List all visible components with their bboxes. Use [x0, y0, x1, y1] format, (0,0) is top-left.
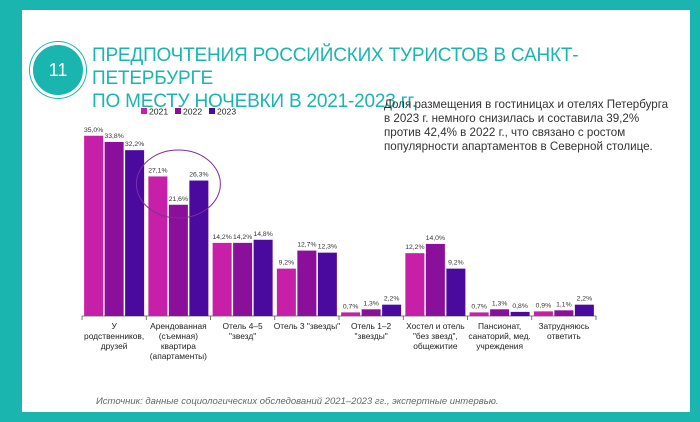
data-label: 14,8%	[253, 231, 272, 238]
highlight-ellipse	[135, 149, 221, 219]
frame-bottom	[0, 412, 700, 422]
data-label: 0,7%	[471, 303, 487, 310]
data-label: 2,2%	[577, 296, 593, 303]
legend-label: 2022	[183, 107, 202, 117]
bar-2023	[317, 252, 337, 316]
data-label: 26,3%	[189, 172, 208, 179]
data-label: 9,2%	[448, 260, 464, 267]
bar-2021	[148, 176, 168, 316]
legend-swatch	[175, 108, 181, 114]
data-label: 1,3%	[492, 300, 508, 307]
bar-2023	[510, 311, 530, 316]
bar-2023	[125, 150, 145, 316]
data-label: 12,3%	[318, 244, 337, 251]
bar-2022	[425, 243, 445, 316]
legend-swatch	[141, 108, 147, 114]
slide-note: Доля размещения в гостиницах и отелях Пе…	[384, 98, 669, 153]
legend-swatch	[209, 108, 215, 114]
frame-top	[0, 0, 700, 10]
data-label: 33,8%	[104, 133, 123, 140]
legend-label: 2021	[149, 107, 168, 117]
slide-title-line-1: ПРЕДПОЧТЕНИЯ РОССИЙСКИХ ТУРИСТОВ В САНКТ…	[92, 45, 579, 89]
data-label: 35,0%	[84, 127, 103, 134]
data-label: 9,2%	[279, 260, 295, 267]
bar-2021	[341, 312, 361, 316]
data-label: 14,2%	[233, 234, 252, 241]
data-label: 1,3%	[363, 300, 379, 307]
bar-2022	[104, 141, 124, 316]
bar-2023	[189, 180, 209, 316]
bar-2023	[253, 239, 273, 316]
data-label: 21,6%	[169, 196, 188, 203]
bar-2021	[276, 268, 296, 316]
bar-2022	[233, 242, 253, 316]
data-label: 2,2%	[384, 296, 400, 303]
bar-2023	[446, 268, 466, 316]
slide-number-badge: 11	[30, 42, 86, 98]
bar-2021	[533, 311, 553, 316]
data-label: 14,0%	[426, 235, 445, 242]
frame-left	[0, 0, 22, 422]
slide-title: ПРЕДПОЧТЕНИЯ РОССИЙСКИХ ТУРИСТОВ В САНКТ…	[92, 44, 682, 113]
data-label: 12,2%	[405, 244, 424, 251]
category-label: Пансионат, санаторий, мед. учреждения	[468, 321, 530, 351]
legend-label: 2023	[217, 107, 236, 117]
bar-2022	[490, 309, 510, 316]
bar-2021	[405, 253, 425, 316]
data-label: 0,8%	[512, 303, 528, 310]
category-label: Отель 3 "звезды"	[274, 321, 340, 331]
category-label: Отель 4–5 "звезд"	[223, 321, 264, 341]
category-label: Хостел и отель "без звезд", общежитие	[406, 321, 465, 351]
source-note: Источник: данные социологических обследо…	[96, 396, 499, 407]
category-label: Затрудняюсь ответить	[539, 321, 590, 341]
category-label: Отель 1–2 "звезды"	[351, 321, 392, 341]
bar-2021	[212, 242, 232, 316]
bar-2023	[382, 304, 402, 316]
data-label: 0,7%	[343, 303, 359, 310]
category-label: Арендованная (съемная) квартира (апартамент…	[150, 321, 207, 361]
data-label: 32,2%	[125, 141, 144, 148]
slide-title-line-2: ПО МЕСТУ НОЧЕВКИ В 2021-2023 гг.	[92, 91, 417, 112]
bar-2022	[168, 204, 188, 316]
bar-2022	[361, 309, 381, 316]
bar-2021	[84, 135, 104, 316]
bar-2022	[554, 310, 574, 316]
bar-2023	[574, 304, 594, 316]
data-label: 0,9%	[536, 302, 552, 309]
bar-2021	[469, 312, 489, 316]
data-label: 27,1%	[148, 167, 167, 174]
data-label: 12,7%	[297, 242, 316, 249]
bar-2022	[297, 250, 317, 316]
data-label: 14,2%	[212, 234, 231, 241]
data-label: 1,1%	[556, 301, 572, 308]
frame-right	[690, 0, 700, 422]
